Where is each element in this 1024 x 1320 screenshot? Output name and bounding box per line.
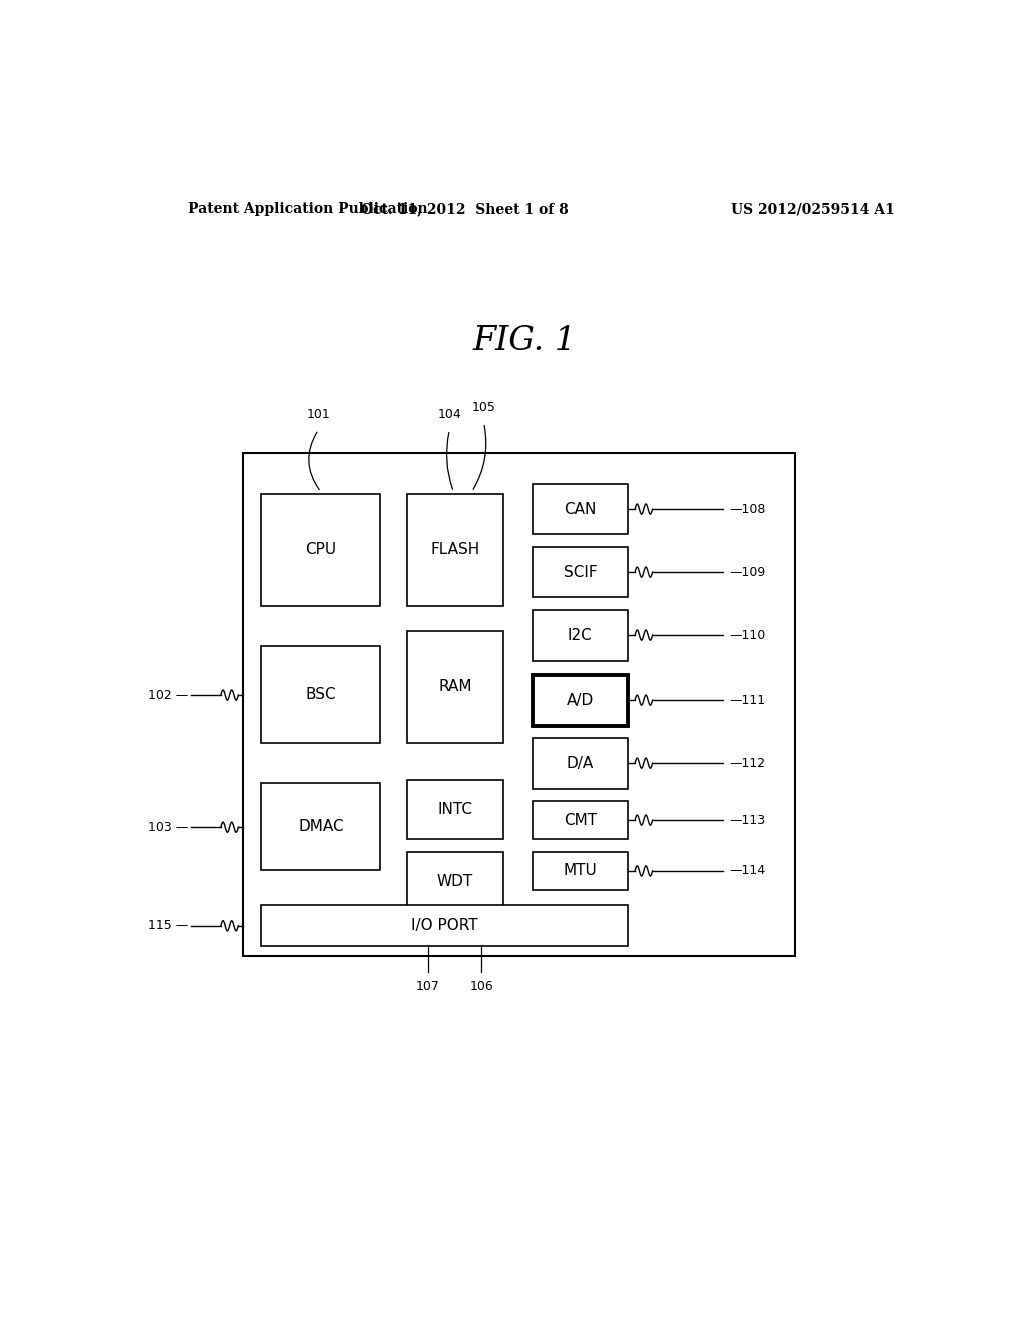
Text: INTC: INTC [437, 803, 472, 817]
Text: Oct. 11, 2012  Sheet 1 of 8: Oct. 11, 2012 Sheet 1 of 8 [361, 202, 569, 216]
Text: 103 —: 103 — [148, 821, 188, 834]
Text: RAM: RAM [438, 680, 472, 694]
Text: CPU: CPU [305, 543, 337, 557]
Text: 104: 104 [437, 408, 461, 421]
Text: 102 —: 102 — [148, 689, 188, 701]
Bar [261, 494, 380, 606]
Bar [532, 483, 628, 535]
Text: A/D: A/D [566, 693, 594, 708]
Bar [261, 906, 628, 946]
Bar [408, 631, 503, 743]
Text: —109: —109 [729, 565, 766, 578]
Bar [532, 546, 628, 598]
Text: 105: 105 [472, 400, 496, 413]
Text: I/O PORT: I/O PORT [412, 919, 478, 933]
Bar [261, 647, 380, 743]
Bar [408, 494, 503, 606]
Text: —114: —114 [729, 865, 766, 878]
Text: —112: —112 [729, 756, 766, 770]
Bar [532, 801, 628, 840]
Text: DMAC: DMAC [298, 820, 344, 834]
Text: SCIF: SCIF [563, 565, 597, 579]
Bar [261, 784, 380, 870]
Text: US 2012/0259514 A1: US 2012/0259514 A1 [731, 202, 895, 216]
Text: CAN: CAN [564, 502, 597, 516]
Text: D/A: D/A [566, 755, 594, 771]
Text: 106: 106 [469, 979, 493, 993]
Text: FIG. 1: FIG. 1 [473, 325, 577, 358]
Bar [243, 453, 795, 956]
Bar [408, 780, 503, 840]
Text: 101: 101 [306, 408, 331, 421]
Bar [532, 738, 628, 788]
Text: 115 —: 115 — [148, 919, 188, 932]
Text: MTU: MTU [563, 863, 597, 878]
Text: —111: —111 [729, 693, 766, 706]
Text: —108: —108 [729, 503, 766, 516]
Text: BSC: BSC [305, 686, 336, 702]
Bar [532, 610, 628, 660]
Text: —113: —113 [729, 813, 766, 826]
Bar [532, 851, 628, 890]
Text: CMT: CMT [564, 813, 597, 828]
Bar [532, 675, 628, 726]
Text: WDT: WDT [437, 874, 473, 888]
Text: Patent Application Publication: Patent Application Publication [187, 202, 427, 216]
Text: FLASH: FLASH [430, 543, 479, 557]
Text: 107: 107 [416, 979, 440, 993]
Bar [408, 851, 503, 911]
Text: I2C: I2C [568, 627, 593, 643]
Text: —110: —110 [729, 628, 766, 642]
